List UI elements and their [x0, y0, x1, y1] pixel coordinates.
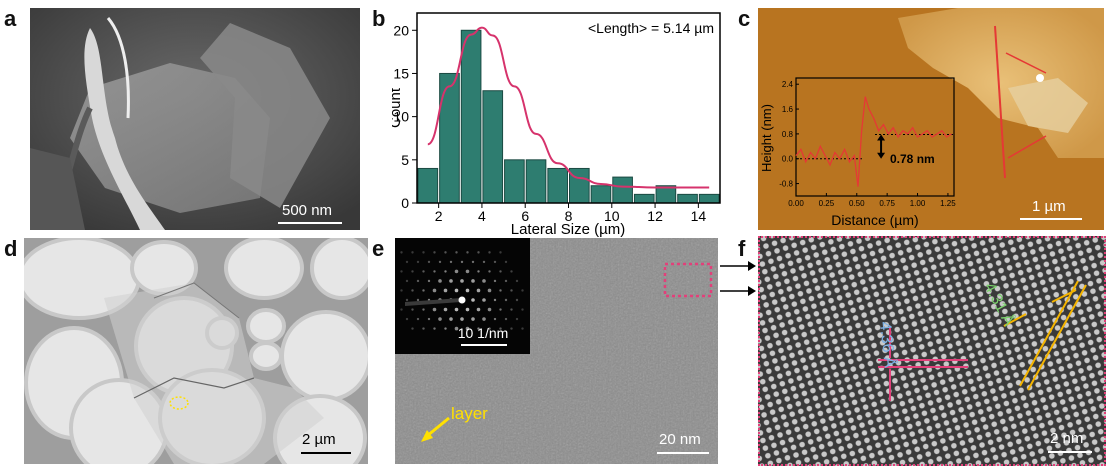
histogram-x-tick-label: 6 [521, 208, 529, 224]
scalebar-d-label: 2 µm [302, 431, 336, 448]
saed-scalebar [461, 344, 507, 346]
hrtem-panel: 10 1/nm layer 20 nm [395, 238, 718, 464]
histogram-bar [677, 193, 698, 204]
panel-label-d: d [4, 236, 18, 261]
lattice-spacing-label-2: 4.36 Å [876, 320, 900, 368]
profile-x-tick-label: 0.75 [879, 199, 895, 208]
histogram-bar [460, 29, 482, 204]
tem-grid-panel: 2 µm [24, 238, 368, 464]
histogram-bar [547, 167, 569, 204]
saed-scalebar-label: 10 1/nm [458, 325, 509, 341]
fft-region-box [663, 262, 713, 298]
histogram-y-tick-label: 10 [393, 109, 409, 125]
profile-frame [795, 77, 955, 197]
afm-image-panel: 1 µm 0.78 nm 0.00 0.25 0.50 0.75 1.00 1.25 -0… [758, 8, 1104, 230]
panel-label-f: f [738, 236, 746, 261]
selected-area-marker [169, 396, 189, 410]
profile-x-tick-label: 1.00 [910, 199, 926, 208]
histogram-x-tick-label: 2 [435, 208, 443, 224]
panel-label-a: a [4, 6, 17, 31]
histogram-bar [698, 193, 720, 204]
histogram-x-tick-label: 4 [478, 208, 486, 224]
scalebar-a-label: 500 nm [282, 202, 333, 219]
profile-y-tick-label: 2.4 [782, 80, 794, 89]
step-height-label: 0.78 nm [890, 152, 935, 166]
histogram-bar [482, 90, 504, 204]
profile-x-tick-label: 0.00 [788, 199, 804, 208]
scalebar-d [301, 452, 351, 454]
profile-y-label: Height (nm) [759, 104, 774, 172]
profile-x-tick-label: 0.50 [849, 199, 865, 208]
tem-grid-image [24, 238, 368, 464]
profile-y-tick-label: -0.8 [779, 180, 793, 189]
zoom-arrows [720, 261, 756, 296]
histogram-bar [525, 159, 547, 204]
profile-y-tick-label: 0.8 [782, 130, 794, 139]
scalebar-f [1048, 451, 1092, 453]
histogram-x-tick-label: 14 [691, 208, 707, 224]
profile-y-tick-label: 1.6 [782, 105, 794, 114]
histogram-y-tick-label: 15 [393, 65, 409, 81]
scalebar-c [1020, 218, 1082, 220]
histogram-y-tick-label: 20 [393, 22, 409, 38]
scalebar-e [657, 452, 709, 454]
afm-profile-line [994, 25, 1006, 179]
histogram-panel: 2 4 6 8 10 12 14 0 5 10 15 20 <Length> = 5.14 µm L… [392, 8, 732, 238]
scalebar-f-label: 2 nm [1050, 430, 1084, 447]
layer-annotation: layer [451, 404, 488, 423]
histogram-x-label: Lateral Size (µm) [511, 221, 626, 238]
histogram-y-label: Count [392, 87, 404, 128]
panel-label-b: b [372, 6, 386, 31]
histogram-bar [504, 159, 525, 204]
panel-label-c: c [738, 6, 751, 31]
histogram-y-tick-label: 5 [401, 152, 409, 168]
scalebar-c-label: 1 µm [1032, 198, 1066, 215]
sem-image [30, 8, 360, 230]
profile-y-tick-label: 0.0 [782, 155, 794, 164]
atomic-lattice-image: 4.31 Å 4.36 Å [758, 236, 1106, 466]
saed-inset: 10 1/nm [395, 238, 530, 354]
afm-image [758, 8, 1104, 230]
afm-arrow-top [1005, 52, 1047, 74]
mean-length-annotation: <Length> = 5.14 µm [588, 20, 714, 36]
histogram-bar [417, 167, 439, 204]
histogram-bar [612, 176, 633, 204]
histogram-bar [439, 72, 460, 204]
height-profile-line [795, 96, 952, 187]
histogram-x-tick-label: 10 [604, 208, 620, 224]
histogram-chart: 2 4 6 8 10 12 14 0 5 10 15 20 <Length> = 5.14 µm L… [392, 12, 721, 238]
profile-x-tick-label: 1.25 [940, 199, 956, 208]
atomic-lattice-panel: 4.31 Å 4.36 Å 2 nm [758, 236, 1106, 466]
scalebar-a [278, 222, 342, 224]
histogram-bar [633, 193, 655, 204]
height-profile-inset: 0.78 nm 0.00 0.25 0.50 0.75 1.00 1.25 -0.8 0.0… [759, 77, 956, 228]
profile-x-label: Distance (µm) [831, 212, 918, 228]
histogram-x-tick-label: 8 [565, 208, 573, 224]
lognormal-fit-line [427, 26, 710, 189]
histogram-x-tick-label: 12 [647, 208, 663, 224]
panel-label-e: e [372, 236, 385, 261]
layer-arrow-icon [421, 416, 450, 442]
histogram-y-tick-label: 0 [401, 195, 409, 211]
scalebar-e-label: 20 nm [659, 431, 701, 448]
profile-x-tick-label: 0.25 [819, 199, 835, 208]
histogram-bar [590, 185, 612, 204]
afm-arrow-bottom [1007, 135, 1047, 159]
sem-image-panel: 500 nm [30, 8, 360, 230]
histogram-bar [569, 167, 590, 204]
